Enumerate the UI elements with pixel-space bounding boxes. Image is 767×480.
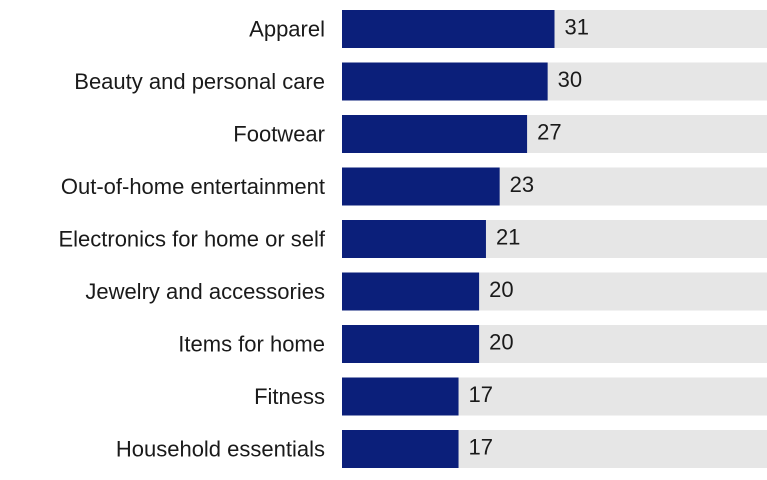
- category-label: Items for home: [178, 332, 325, 357]
- data-label: 27: [537, 120, 561, 145]
- data-label: 20: [489, 330, 513, 355]
- data-label: 31: [565, 15, 589, 40]
- bar: [342, 325, 480, 363]
- category-label: Electronics for home or self: [58, 227, 325, 252]
- category-label: Fitness: [254, 384, 325, 409]
- data-label: 30: [558, 67, 582, 92]
- bar: [342, 62, 548, 101]
- category-label: Apparel: [249, 17, 325, 42]
- data-label: 20: [489, 277, 513, 302]
- bar: [342, 272, 480, 311]
- bar: [342, 377, 459, 416]
- category-label: Out-of-home entertainment: [61, 174, 325, 199]
- data-label: 23: [510, 172, 534, 197]
- bar: [342, 167, 500, 206]
- bar: [342, 115, 528, 153]
- bar: [342, 10, 555, 48]
- data-label: 17: [469, 382, 493, 407]
- data-label: 21: [496, 225, 520, 250]
- bar: [342, 220, 486, 258]
- category-label: Beauty and personal care: [74, 69, 325, 94]
- bar: [342, 430, 459, 468]
- data-label: 17: [469, 435, 493, 460]
- category-label: Household essentials: [116, 437, 325, 462]
- category-label: Jewelry and accessories: [85, 279, 325, 304]
- category-label: Footwear: [233, 122, 325, 147]
